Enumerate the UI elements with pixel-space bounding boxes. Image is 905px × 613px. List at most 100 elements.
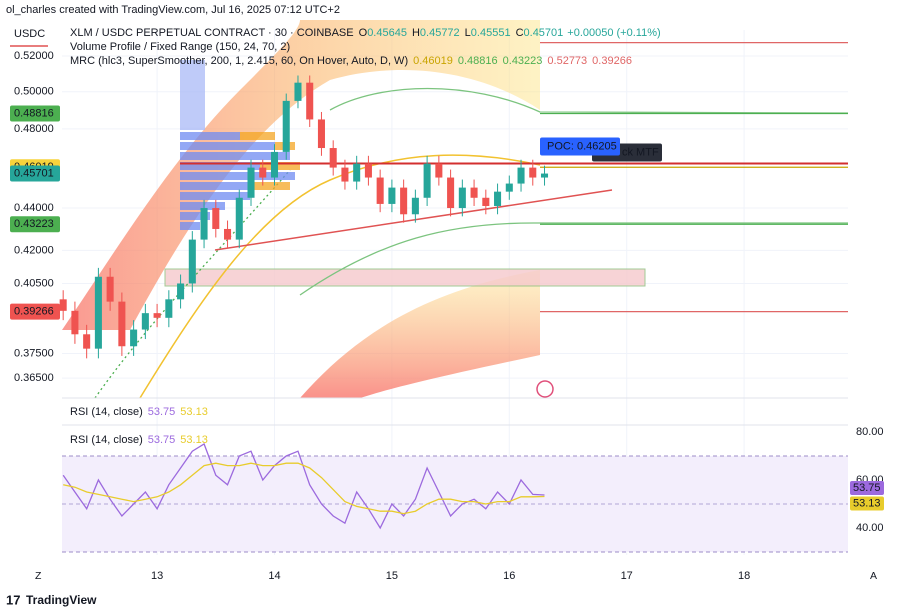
corner-left: Z	[35, 570, 42, 582]
rsi-tick-label: 40.00	[856, 522, 884, 534]
candle-body	[529, 167, 537, 178]
legend-part: +0.00050 (+0.11%)	[567, 27, 660, 39]
price-label-box	[10, 165, 60, 182]
x-tick-label: 18	[738, 570, 750, 582]
legend-part: RSI (14, close)	[70, 406, 143, 418]
legend-part: 0.39266	[592, 55, 632, 67]
legend-mrc: MRC (hlc3, SuperSmoother, 200, 1, 2.415,…	[70, 55, 632, 67]
candle-body	[540, 173, 549, 178]
candle-body	[188, 239, 196, 284]
rsi-value-box	[850, 496, 884, 511]
legend-part: 0.52773	[547, 55, 587, 67]
candle-body	[341, 167, 349, 182]
candle-body	[153, 313, 161, 318]
credit: ol_charles created with TradingView.com,…	[6, 4, 340, 16]
candle-body	[282, 100, 290, 152]
candle-body	[212, 208, 220, 229]
y-tick-label: 0.48000	[14, 123, 54, 135]
candle-body	[447, 177, 455, 209]
price-label: 0.48816	[14, 107, 54, 119]
corner-right: A	[870, 570, 877, 582]
candle-body	[141, 313, 149, 330]
y-tick-label: 0.40500	[14, 277, 54, 289]
candle-body	[71, 310, 79, 335]
rsi-tick-label: 80.00	[856, 426, 884, 438]
legend-part: 53.13	[180, 406, 208, 418]
candle-body	[505, 183, 513, 192]
candle-body	[317, 119, 325, 149]
legend-part: MRC (hlc3, SuperSmoother, 200, 1, 2.415,…	[70, 55, 408, 67]
candle-body	[130, 329, 138, 347]
candle-body	[470, 187, 478, 198]
y-tick-label: 0.44000	[14, 202, 54, 214]
candle-body	[411, 197, 419, 215]
candle-body	[494, 191, 502, 206]
legend-part: C	[516, 27, 524, 39]
candle-body	[482, 197, 490, 206]
x-tick-label: 14	[268, 570, 280, 582]
candle-body	[517, 167, 525, 184]
y-tick-label: 0.50000	[14, 86, 54, 98]
mrc-lower-line	[299, 222, 848, 296]
mrc-upper-line	[329, 87, 849, 114]
candle-body	[294, 82, 302, 101]
price-label-box	[10, 216, 60, 233]
candle-body	[224, 228, 232, 240]
price-label: 0.45701	[14, 167, 54, 179]
legend-part: 53.75	[148, 434, 176, 446]
rsi-line	[62, 443, 545, 530]
legend-part: L	[465, 27, 471, 39]
candle-body	[259, 167, 267, 178]
legend-part: 53.75	[148, 406, 176, 418]
candle-body	[423, 163, 431, 198]
poc-label: POC: 0.46205	[547, 140, 617, 152]
legend-part: H	[412, 27, 420, 39]
legend-part: 0.45551	[471, 27, 511, 39]
currency-box	[8, 26, 50, 42]
candle-body	[435, 163, 443, 178]
logo: 17	[6, 592, 20, 607]
candle-body	[94, 276, 102, 349]
overlays	[62, 20, 849, 553]
candle-body	[200, 208, 208, 240]
candle-body	[458, 187, 466, 209]
legend-volume-profile: Volume Profile / Fixed Range (150, 24, 7…	[70, 41, 290, 53]
rsi-line	[63, 462, 545, 515]
rsi-legend: RSI (14, close) 53.75 53.13	[70, 406, 208, 418]
x-tick-label: 13	[151, 570, 163, 582]
candle-body	[106, 276, 114, 302]
legend-part: 0.45701	[524, 27, 564, 39]
trend-line	[214, 189, 613, 251]
rsi-legend: RSI (14, close) 53.75 53.13	[70, 434, 208, 446]
candle-body	[83, 334, 91, 349]
candle-body	[353, 163, 361, 182]
flash-icon[interactable]	[536, 380, 554, 398]
legend-part: O	[359, 27, 368, 39]
rsi-value: 53.13	[853, 497, 881, 509]
currency: USDC	[14, 28, 45, 40]
poc-box	[540, 137, 620, 156]
zone-box	[164, 268, 646, 287]
x-tick-label: 15	[386, 570, 398, 582]
candle-body	[364, 163, 372, 178]
mrc-mean	[139, 154, 541, 399]
candle-body	[177, 283, 185, 300]
price-label: 0.39266	[14, 306, 54, 318]
price-label-box	[10, 303, 60, 320]
rsi-value: 53.75	[853, 482, 881, 494]
x-tick-label: 16	[503, 570, 515, 582]
legend-symbol: XLM / USDC PERPETUAL CONTRACT · 30 · COI…	[70, 27, 661, 39]
y-tick-label: 0.37500	[14, 347, 54, 359]
candle-body	[118, 301, 126, 347]
candle-body	[270, 151, 279, 178]
rsi-value-box	[850, 480, 884, 495]
y-tick-label: 0.42000	[14, 244, 54, 256]
legend-part: 0.43223	[503, 55, 543, 67]
candle-body	[306, 82, 314, 120]
dotted-line	[94, 169, 291, 399]
legend-part: 0.45772	[420, 27, 460, 39]
legend-part: 0.46019	[413, 55, 453, 67]
legend-part: RSI (14, close)	[70, 434, 143, 446]
legend-part: 0.45645	[367, 27, 407, 39]
